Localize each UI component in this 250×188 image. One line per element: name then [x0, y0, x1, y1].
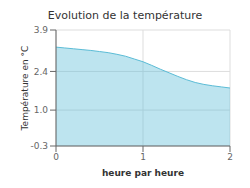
svg-text:Température en °C: Température en °C [20, 46, 30, 132]
html-text:Evolution de la température: Evolution de la température [47, 9, 203, 22]
svg-text:2.4: 2.4 [34, 67, 49, 77]
svg-text:-0.3: -0.3 [30, 141, 48, 151]
svg-text:3.9: 3.9 [34, 25, 49, 35]
svg-text:0: 0 [53, 152, 59, 162]
svg-text:1: 1 [140, 152, 146, 162]
svg-text:heure par heure: heure par heure [102, 168, 184, 178]
svg-text:1.0: 1.0 [34, 105, 49, 115]
svg-text:2: 2 [227, 152, 233, 162]
